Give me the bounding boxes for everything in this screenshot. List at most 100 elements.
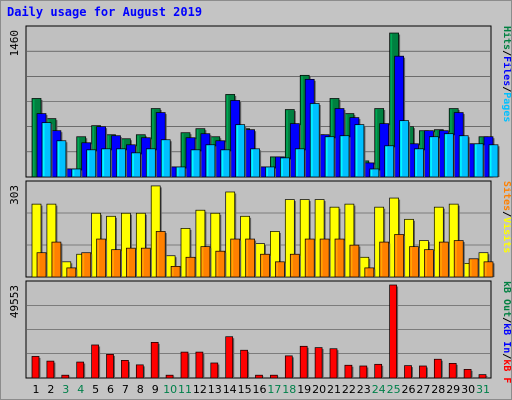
bar-highlight — [475, 144, 477, 176]
bar-kbytes-kb-f-day-19 — [299, 345, 308, 379]
bar-hits-files-pages-pages-day-21 — [339, 135, 350, 178]
bar-highlight — [177, 167, 179, 176]
bar-highlight — [400, 121, 403, 176]
bar-visits-sites-sites-day-27 — [424, 249, 434, 278]
legend-item-pages: Pages — [501, 92, 512, 122]
day-label-23: 23 — [357, 383, 371, 396]
bar-hits-files-pages-pages-day-2 — [56, 140, 67, 178]
bar-visits-sites-visits-day-19 — [299, 199, 310, 278]
bar-highlight — [122, 361, 124, 377]
bar-highlight — [281, 158, 283, 176]
bar-hits-files-pages-pages-day-13 — [220, 149, 231, 178]
bar-visits-sites-sites-day-29 — [453, 240, 464, 278]
bar-highlight — [385, 146, 388, 176]
bar-highlight — [157, 113, 159, 176]
day-label-10: 10 — [163, 383, 177, 396]
bar-highlight — [182, 229, 184, 276]
bar-highlight — [395, 235, 398, 276]
bar-highlight — [485, 262, 487, 276]
bar-kbytes-kb-f-day-13 — [210, 362, 219, 379]
bar-kbytes-kb-f-day-5 — [91, 344, 99, 379]
bar-highlight — [331, 349, 333, 377]
bar-highlight — [112, 250, 114, 276]
bar-highlight — [480, 253, 482, 276]
bar-highlight — [226, 95, 229, 176]
bar-highlight — [251, 149, 254, 176]
bar-highlight — [33, 205, 35, 276]
day-label-6: 6 — [107, 383, 114, 396]
bar-hits-files-pages-files-day-25 — [394, 55, 404, 178]
day-label-27: 27 — [416, 383, 430, 396]
bar-kbytes-kb-f-day-28 — [433, 358, 442, 379]
bar-highlight — [311, 104, 313, 176]
bar-visits-sites-sites-day-18 — [289, 253, 300, 278]
bar-hits-files-pages-pages-day-29 — [458, 135, 469, 178]
legend-item-visits: Visits — [501, 217, 512, 253]
bar-highlight — [345, 366, 348, 377]
bar-highlight — [390, 199, 393, 276]
bar-hits-files-pages-pages-day-25 — [399, 120, 409, 178]
bar-highlight — [67, 169, 70, 176]
legend-separator: / — [501, 211, 512, 217]
bar-hits-files-pages-pages-day-30 — [473, 143, 484, 178]
bar-highlight — [490, 145, 492, 176]
bar-highlight — [201, 134, 204, 176]
day-label-31: 31 — [476, 383, 490, 396]
bar-highlight — [266, 167, 268, 176]
bar-highlight — [370, 169, 373, 176]
day-label-29: 29 — [446, 383, 460, 396]
bar-visits-sites-sites-day-20 — [319, 238, 330, 278]
bar-hits-files-pages-pages-day-12 — [205, 144, 216, 178]
day-label-18: 18 — [282, 383, 296, 396]
bar-highlight — [211, 363, 214, 377]
bar-kbytes-kb-f-day-31 — [478, 374, 487, 379]
bar-highlight — [410, 247, 412, 276]
bar-hits-files-pages-pages-day-23 — [369, 168, 380, 178]
bar-visits-sites-sites-day-6 — [111, 249, 121, 278]
bar-highlight — [72, 169, 75, 176]
bar-hits-files-pages-pages-day-1 — [41, 122, 52, 178]
bar-visits-sites-visits-day-18 — [284, 199, 295, 278]
bar-highlight — [341, 136, 343, 176]
bar-highlight — [450, 364, 452, 377]
bar-hits-files-pages-pages-day-14 — [235, 124, 246, 178]
bar-visits-sites-visits-day-2 — [46, 203, 57, 278]
legend-kbytes: kB Out/kB In/kB F — [501, 281, 512, 383]
bar-highlight — [77, 363, 80, 377]
day-label-14: 14 — [223, 383, 237, 396]
bar-highlight — [470, 259, 472, 276]
bar-highlight — [47, 205, 50, 276]
bar-highlight — [375, 208, 378, 276]
bar-hits-files-pages-pages-day-19 — [309, 103, 320, 178]
legend-separator: / — [501, 50, 512, 56]
bar-kbytes-kb-f-day-11 — [180, 351, 189, 379]
bar-highlight — [187, 138, 189, 176]
bar-highlight — [336, 240, 338, 276]
bar-highlight — [211, 214, 214, 276]
legend-item-kb-f: kB F — [501, 359, 512, 383]
bar-visits-sites-sites-day-22 — [349, 244, 360, 278]
bar-highlight — [365, 163, 368, 176]
legend-item-sites: Sites — [501, 181, 512, 211]
day-label-30: 30 — [461, 383, 475, 396]
day-label-4: 4 — [77, 383, 84, 396]
bar-highlight — [460, 136, 462, 176]
bar-hits-files-pages-pages-day-22 — [354, 124, 365, 178]
bar-highlight — [43, 123, 45, 176]
bar-highlight — [206, 145, 209, 176]
bar-highlight — [172, 167, 174, 176]
bar-highlight — [256, 376, 258, 377]
bar-kbytes-kb-f-day-20 — [314, 347, 323, 379]
day-label-20: 20 — [312, 383, 326, 396]
bar-visits-sites-sites-day-17 — [275, 261, 285, 278]
legend-item-hits: Hits — [501, 26, 512, 50]
bar-highlight — [38, 114, 40, 176]
bar-highlight — [410, 144, 412, 176]
bar-kbytes-kb-f-day-30 — [463, 369, 472, 379]
legend-item-kb-out: kB Out — [501, 281, 512, 317]
bar-highlight — [187, 258, 189, 276]
bar-kbytes-kb-f-day-15 — [240, 349, 248, 379]
legend-visits-sites: Sites/Visits — [501, 181, 512, 253]
bar-hits-files-pages-pages-day-8 — [145, 148, 156, 178]
bar-highlight — [380, 243, 383, 276]
